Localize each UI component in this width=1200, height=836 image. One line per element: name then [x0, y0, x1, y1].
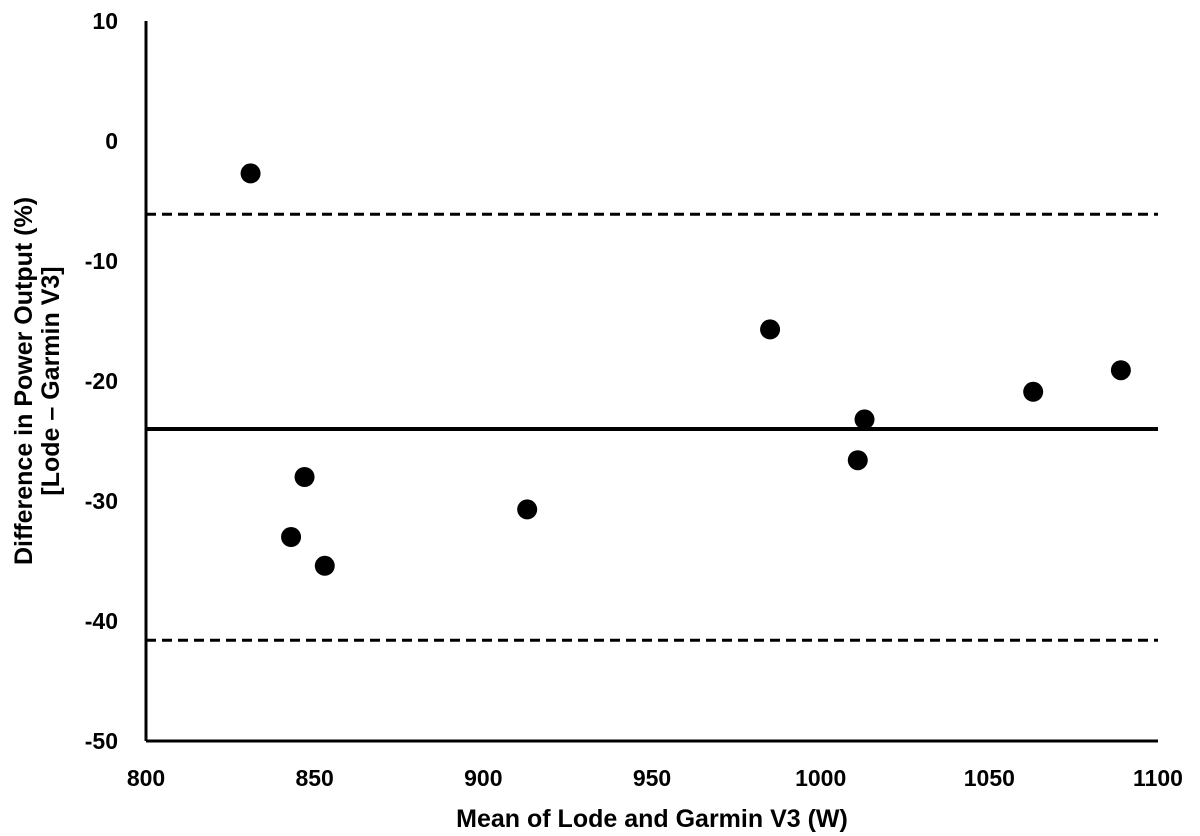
- x-tick-label: 950: [633, 765, 671, 791]
- y-tick-label: -20: [85, 368, 118, 394]
- y-tick-label: -40: [85, 608, 118, 634]
- data-point: [1110, 360, 1131, 381]
- x-axis-title: Mean of Lode and Garmin V3 (W): [456, 805, 848, 833]
- y-tick-label: -30: [85, 488, 118, 514]
- data-point: [1023, 381, 1044, 402]
- x-tick-label: 1000: [795, 765, 846, 791]
- data-point: [240, 163, 261, 184]
- data-point: [281, 527, 302, 547]
- data-point: [847, 450, 868, 471]
- x-tick-label: 850: [295, 765, 333, 791]
- x-tick-labels: 800 850 900 950 1000 1050 1100: [127, 765, 1183, 791]
- data-point: [294, 467, 315, 487]
- y-axis-title-line-2: [Lode – Garmin V3]: [37, 266, 65, 495]
- axes: [144, 21, 1158, 743]
- data-point: [517, 499, 538, 520]
- reference-lines: [146, 212, 1158, 642]
- y-tick-label: 0: [105, 128, 118, 154]
- data-points: [240, 163, 1131, 576]
- x-tick-label: 900: [464, 765, 502, 791]
- y-axis-title: Difference in Power Output (%) [Lode – G…: [10, 197, 65, 565]
- y-tick-label: -50: [85, 728, 118, 754]
- y-tick-labels: -50 -40 -30 -20 -10 0 10: [85, 8, 118, 754]
- data-point: [314, 555, 335, 576]
- x-tick-label: 800: [127, 765, 165, 791]
- y-axis-title-line-1: Difference in Power Output (%): [10, 197, 38, 565]
- data-point: [854, 409, 875, 430]
- y-tick-label: -10: [85, 248, 118, 274]
- data-point: [760, 319, 781, 340]
- y-tick-label: 10: [92, 8, 118, 34]
- x-tick-label: 1100: [1133, 765, 1183, 791]
- x-tick-label: 1050: [964, 765, 1015, 791]
